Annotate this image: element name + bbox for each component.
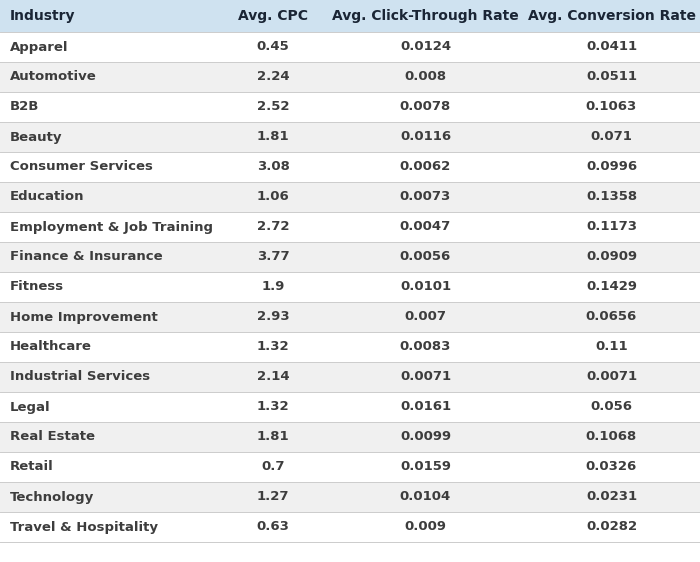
Text: Real Estate: Real Estate [10, 430, 95, 443]
Text: 1.27: 1.27 [257, 491, 289, 504]
Bar [0, 422, 700, 452]
Text: 0.0231: 0.0231 [586, 491, 637, 504]
Text: 0.0083: 0.0083 [400, 341, 452, 353]
Text: 3.77: 3.77 [257, 251, 289, 264]
Text: 2.93: 2.93 [257, 310, 289, 324]
Text: 0.1063: 0.1063 [586, 101, 637, 114]
Bar [0, 482, 700, 512]
Text: Legal: Legal [10, 401, 50, 414]
Text: Consumer Services: Consumer Services [10, 161, 153, 174]
Text: 0.008: 0.008 [405, 70, 447, 84]
Text: 0.1429: 0.1429 [586, 280, 637, 293]
Text: 0.0282: 0.0282 [586, 520, 637, 533]
Text: B2B: B2B [10, 101, 39, 114]
Text: 0.0071: 0.0071 [586, 370, 637, 383]
Bar [0, 62, 700, 92]
Bar [0, 332, 700, 362]
Text: 0.009: 0.009 [405, 520, 447, 533]
Text: 1.81: 1.81 [257, 130, 289, 143]
Text: 0.007: 0.007 [405, 310, 447, 324]
Text: 2.52: 2.52 [257, 101, 289, 114]
Text: 0.0159: 0.0159 [400, 460, 451, 474]
Text: 0.0073: 0.0073 [400, 191, 451, 203]
Text: Finance & Insurance: Finance & Insurance [10, 251, 162, 264]
Bar [0, 122, 700, 152]
Bar [0, 392, 700, 422]
Text: Avg. CPC: Avg. CPC [238, 9, 308, 23]
Text: Industrial Services: Industrial Services [10, 370, 150, 383]
Text: Industry: Industry [10, 9, 76, 23]
Text: 0.1173: 0.1173 [586, 220, 637, 233]
Text: 0.45: 0.45 [257, 40, 289, 53]
Text: Avg. Conversion Rate: Avg. Conversion Rate [528, 9, 696, 23]
Text: 3.08: 3.08 [257, 161, 289, 174]
Text: 0.63: 0.63 [257, 520, 289, 533]
Text: 2.72: 2.72 [257, 220, 289, 233]
Bar [0, 92, 700, 122]
Text: Apparel: Apparel [10, 40, 69, 53]
Text: 0.0104: 0.0104 [400, 491, 451, 504]
Bar [0, 32, 700, 62]
Text: 0.0124: 0.0124 [400, 40, 451, 53]
Bar [0, 302, 700, 332]
Text: Automotive: Automotive [10, 70, 97, 84]
Bar [0, 152, 700, 182]
Text: 0.11: 0.11 [595, 341, 628, 353]
Bar [0, 182, 700, 212]
Bar [0, 0, 700, 32]
Text: 0.0099: 0.0099 [400, 430, 451, 443]
Text: 0.1358: 0.1358 [586, 191, 637, 203]
Text: 1.81: 1.81 [257, 430, 289, 443]
Text: 1.32: 1.32 [257, 341, 289, 353]
Bar [0, 272, 700, 302]
Text: 0.0411: 0.0411 [586, 40, 637, 53]
Bar [0, 212, 700, 242]
Text: Home Improvement: Home Improvement [10, 310, 158, 324]
Text: Fitness: Fitness [10, 280, 64, 293]
Text: 0.0326: 0.0326 [586, 460, 637, 474]
Text: 0.0056: 0.0056 [400, 251, 451, 264]
Bar [0, 512, 700, 542]
Bar [0, 242, 700, 272]
Text: 2.24: 2.24 [257, 70, 289, 84]
Text: 0.0071: 0.0071 [400, 370, 451, 383]
Text: 0.1068: 0.1068 [586, 430, 637, 443]
Text: Beauty: Beauty [10, 130, 62, 143]
Text: Education: Education [10, 191, 85, 203]
Bar [0, 452, 700, 482]
Text: Travel & Hospitality: Travel & Hospitality [10, 520, 158, 533]
Text: 0.0161: 0.0161 [400, 401, 451, 414]
Text: 0.0116: 0.0116 [400, 130, 451, 143]
Text: 0.0062: 0.0062 [400, 161, 451, 174]
Text: 0.056: 0.056 [591, 401, 633, 414]
Text: Healthcare: Healthcare [10, 341, 92, 353]
Text: 0.0078: 0.0078 [400, 101, 451, 114]
Text: Technology: Technology [10, 491, 94, 504]
Text: 0.0047: 0.0047 [400, 220, 451, 233]
Bar [0, 362, 700, 392]
Text: 0.0996: 0.0996 [586, 161, 637, 174]
Text: Avg. Click-Through Rate: Avg. Click-Through Rate [332, 9, 519, 23]
Text: Retail: Retail [10, 460, 54, 474]
Text: 0.0909: 0.0909 [586, 251, 637, 264]
Text: 1.9: 1.9 [261, 280, 285, 293]
Text: 1.06: 1.06 [257, 191, 289, 203]
Text: 1.32: 1.32 [257, 401, 289, 414]
Text: 0.7: 0.7 [261, 460, 285, 474]
Text: 0.0511: 0.0511 [586, 70, 637, 84]
Text: 2.14: 2.14 [257, 370, 289, 383]
Text: 0.071: 0.071 [591, 130, 632, 143]
Text: 0.0101: 0.0101 [400, 280, 451, 293]
Text: 0.0656: 0.0656 [586, 310, 637, 324]
Text: Employment & Job Training: Employment & Job Training [10, 220, 213, 233]
